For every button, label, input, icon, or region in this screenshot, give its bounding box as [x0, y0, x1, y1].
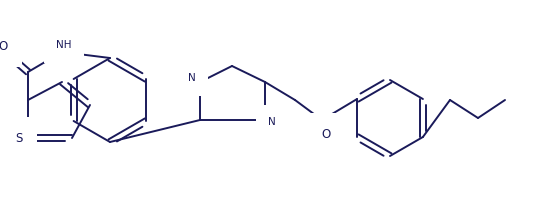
Text: N: N	[268, 117, 276, 127]
Text: O: O	[321, 128, 331, 140]
Text: O: O	[0, 40, 8, 53]
Text: NH: NH	[56, 40, 72, 50]
Text: N: N	[188, 73, 196, 83]
Text: S: S	[16, 131, 23, 144]
